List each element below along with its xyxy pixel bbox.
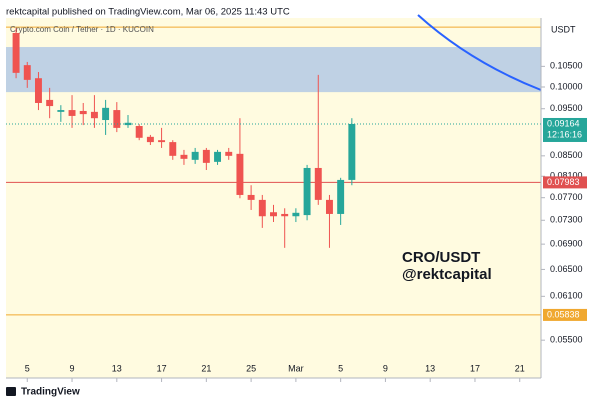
- annotation: @rektcapital: [402, 266, 492, 283]
- candle-body: [281, 213, 289, 217]
- candle-body: [348, 123, 356, 180]
- candle-body: [124, 122, 132, 126]
- countdown: 12:16:16: [547, 129, 582, 139]
- price-tag-label: 0.05838: [547, 309, 580, 319]
- price-tag: [543, 308, 587, 321]
- candle-body: [202, 149, 210, 163]
- candle-body: [325, 199, 333, 214]
- candle-body: [225, 151, 233, 156]
- x-tick-label: 21: [515, 363, 525, 373]
- price-tag-label: 0.07983: [547, 177, 580, 187]
- candle-body: [247, 194, 255, 200]
- x-tick-label: 9: [383, 363, 388, 373]
- candle-body: [113, 110, 121, 128]
- candle-body: [46, 99, 54, 107]
- zone: [6, 47, 541, 93]
- candle-body: [191, 151, 199, 160]
- footer: TradingView: [21, 387, 80, 398]
- candle-body: [68, 110, 76, 116]
- candle-body: [23, 65, 31, 80]
- x-tick-label: Mar: [288, 363, 304, 373]
- y-tick-label: 0.07700: [550, 192, 583, 202]
- x-tick-label: 5: [338, 363, 343, 373]
- candle-body: [270, 212, 277, 217]
- y-tick-label: 0.07300: [550, 215, 583, 225]
- candle-body: [292, 212, 300, 217]
- y-tick-label: 0.06900: [550, 239, 583, 249]
- x-tick-label: 13: [425, 363, 435, 373]
- candle-body: [102, 107, 110, 121]
- annotation: CRO/USDT: [402, 249, 480, 266]
- x-tick-label: 17: [470, 363, 480, 373]
- x-tick-label: 17: [157, 363, 167, 373]
- candle-body: [314, 167, 322, 200]
- x-tick-label: 9: [70, 363, 75, 373]
- y-tick-label: 0.08100: [550, 171, 583, 181]
- logo: [6, 387, 16, 396]
- x-tick-label: 25: [246, 363, 256, 373]
- candle-body: [135, 126, 143, 138]
- x-tick-label: 13: [112, 363, 122, 373]
- x-tick-label: 21: [201, 363, 211, 373]
- trend-curve: [417, 14, 542, 91]
- candle-body: [169, 142, 177, 156]
- candle-body: [79, 110, 87, 115]
- subtitle: Crypto.com Coin / Tether · 1D · KUCOIN: [10, 25, 154, 34]
- header: rektcapital published on TradingView.com…: [6, 7, 290, 18]
- price-tag: [543, 117, 587, 142]
- candle-body: [180, 154, 188, 159]
- candle-body: [303, 167, 311, 216]
- candle-body: [236, 153, 244, 195]
- candle-body: [258, 199, 266, 217]
- candle-body: [34, 78, 42, 103]
- candle-body: [214, 151, 222, 162]
- price-tag-label: 0.09164: [547, 118, 580, 128]
- y-tick-label: 0.05500: [550, 335, 583, 345]
- candle-body: [158, 140, 166, 143]
- y-tick-label: 0.06500: [550, 264, 583, 274]
- candle-body: [90, 111, 98, 119]
- y-tick-label: 0.10000: [550, 81, 583, 91]
- price-tag: [543, 176, 587, 189]
- y-tick-label: 0.06100: [550, 291, 583, 301]
- y-tick-label: 0.10500: [550, 61, 583, 71]
- axis-unit: USDT: [551, 24, 576, 34]
- x-tick-label: 5: [25, 363, 30, 373]
- y-tick-label: 0.08500: [550, 150, 583, 160]
- candle-body: [12, 33, 20, 73]
- y-tick-label: 0.09500: [550, 103, 583, 113]
- candle-body: [337, 179, 345, 214]
- candle-body: [57, 110, 65, 112]
- candle-body: [146, 136, 154, 143]
